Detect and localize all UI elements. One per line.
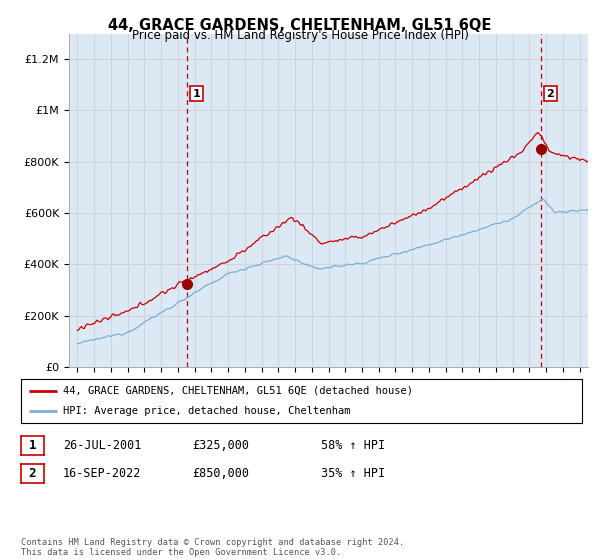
Text: £325,000: £325,000: [192, 438, 249, 452]
Text: 44, GRACE GARDENS, CHELTENHAM, GL51 6QE (detached house): 44, GRACE GARDENS, CHELTENHAM, GL51 6QE …: [63, 386, 413, 396]
Text: 58% ↑ HPI: 58% ↑ HPI: [321, 438, 385, 452]
Text: 35% ↑ HPI: 35% ↑ HPI: [321, 466, 385, 480]
Text: 1: 1: [193, 88, 200, 99]
Text: 1: 1: [29, 439, 36, 452]
Text: Contains HM Land Registry data © Crown copyright and database right 2024.
This d: Contains HM Land Registry data © Crown c…: [21, 538, 404, 557]
Text: 16-SEP-2022: 16-SEP-2022: [63, 466, 142, 480]
Text: HPI: Average price, detached house, Cheltenham: HPI: Average price, detached house, Chel…: [63, 406, 350, 416]
Text: £850,000: £850,000: [192, 466, 249, 480]
Text: Price paid vs. HM Land Registry's House Price Index (HPI): Price paid vs. HM Land Registry's House …: [131, 29, 469, 42]
Text: 2: 2: [547, 88, 554, 99]
Text: 26-JUL-2001: 26-JUL-2001: [63, 438, 142, 452]
Text: 2: 2: [29, 467, 36, 480]
Text: 44, GRACE GARDENS, CHELTENHAM, GL51 6QE: 44, GRACE GARDENS, CHELTENHAM, GL51 6QE: [109, 18, 491, 33]
